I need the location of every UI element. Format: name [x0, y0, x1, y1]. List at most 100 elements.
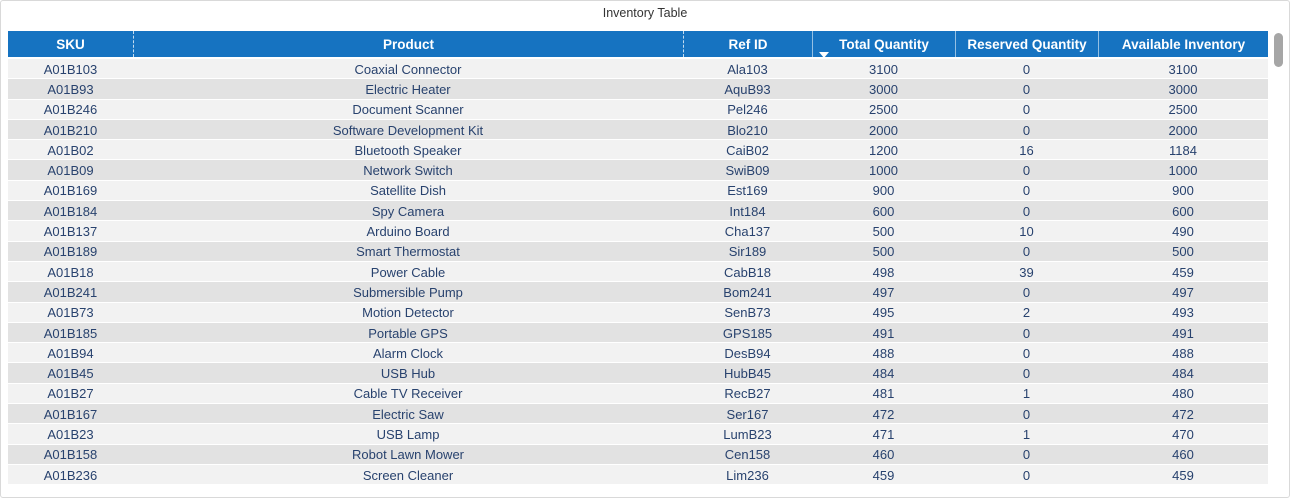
- table-row[interactable]: A01B27 Cable TV Receiver RecB27 481 1 480: [8, 383, 1268, 405]
- cell-reserved-quantity: 16: [1019, 142, 1034, 158]
- column-header-label: Product: [382, 36, 434, 52]
- table-row[interactable]: A01B189 Smart Thermostat Sir189 500 0 500: [8, 241, 1268, 262]
- cell-sku: A01B210: [43, 122, 98, 138]
- cell-available-inventory: 491: [1172, 325, 1194, 341]
- cell-total-quantity: 460: [872, 447, 895, 463]
- table-row[interactable]: A01B45 USB Hub HubB45 484 0 484: [8, 363, 1268, 384]
- cell-ref-id: Cha137: [724, 224, 771, 240]
- table-row[interactable]: A01B236 Screen Cleaner Lim236 459 0 459: [8, 464, 1268, 486]
- cell-product: USB Hub: [380, 366, 436, 382]
- cell-reserved-quantity: 0: [1022, 345, 1031, 361]
- vertical-scrollbar-thumb[interactable]: [1274, 33, 1283, 67]
- table-row[interactable]: A01B09 Network Switch SwiB09 1000 0 1000: [8, 160, 1268, 181]
- cell-available-inventory: 2500: [1168, 102, 1198, 118]
- cell-available-inventory: 484: [1172, 366, 1194, 382]
- cell-product: Electric Saw: [372, 406, 444, 422]
- cell-sku: A01B185: [43, 325, 98, 341]
- cell-sku: A01B09: [47, 163, 94, 179]
- cell-ref-id: GPS185: [722, 325, 773, 341]
- table-row[interactable]: A01B158 Robot Lawn Mower Cen158 460 0 460: [8, 444, 1268, 465]
- table-row[interactable]: A01B169 Satellite Dish Est169 900 0 900: [8, 180, 1268, 202]
- column-header-ref-id[interactable]: Ref ID: [683, 31, 812, 57]
- cell-reserved-quantity: 1: [1022, 386, 1031, 402]
- cell-ref-id: Ser167: [726, 406, 769, 422]
- cell-available-inventory: 497: [1172, 284, 1194, 300]
- cell-total-quantity: 481: [872, 386, 895, 402]
- cell-available-inventory: 900: [1172, 183, 1194, 199]
- cell-product: Satellite Dish: [370, 183, 446, 199]
- cell-product: Motion Detector: [362, 305, 454, 321]
- cell-product: Network Switch: [363, 163, 453, 179]
- cell-product: Smart Thermostat: [356, 244, 460, 260]
- cell-sku: A01B23: [47, 426, 94, 442]
- table-row[interactable]: A01B93 Electric Heater AquB93 3000 0 3000: [8, 79, 1268, 100]
- cell-total-quantity: 1200: [869, 142, 898, 158]
- cell-product: Power Cable: [370, 264, 446, 280]
- sort-descending-icon: [819, 52, 829, 58]
- cell-sku: A01B103: [43, 61, 98, 77]
- cell-sku: A01B184: [43, 203, 98, 219]
- cell-product: Robot Lawn Mower: [352, 447, 464, 463]
- table-row[interactable]: A01B94 Alarm Clock DesB94 488 0 488: [8, 343, 1268, 364]
- cell-available-inventory: 470: [1172, 426, 1194, 442]
- cell-total-quantity: 600: [872, 203, 895, 219]
- cell-total-quantity: 472: [872, 406, 895, 422]
- cell-product: Arduino Board: [366, 224, 450, 240]
- cell-reserved-quantity: 0: [1022, 102, 1031, 118]
- cell-ref-id: Pel246: [727, 102, 768, 118]
- cell-available-inventory: 1000: [1168, 163, 1198, 179]
- column-header-product[interactable]: Product: [133, 31, 683, 57]
- cell-product: Bluetooth Speaker: [354, 142, 462, 158]
- cell-total-quantity: 2000: [869, 122, 898, 138]
- column-header-label: SKU: [56, 36, 85, 52]
- cell-product: Portable GPS: [368, 325, 448, 341]
- cell-reserved-quantity: 0: [1022, 284, 1031, 300]
- cell-sku: A01B241: [43, 284, 98, 300]
- column-header-total-quantity[interactable]: Total Quantity: [812, 31, 955, 58]
- table-row[interactable]: A01B02 Bluetooth Speaker CaiB02 1200 16 1184: [8, 140, 1268, 161]
- table-row[interactable]: A01B185 Portable GPS GPS185 491 0 491: [8, 322, 1268, 344]
- cell-total-quantity: 491: [872, 325, 895, 341]
- cell-product: Alarm Clock: [372, 345, 444, 361]
- cell-sku: A01B189: [43, 244, 98, 260]
- cell-available-inventory: 493: [1172, 305, 1194, 321]
- cell-available-inventory: 3000: [1168, 81, 1198, 97]
- cell-total-quantity: 3000: [869, 81, 898, 97]
- vertical-scrollbar-track[interactable]: [1274, 31, 1283, 489]
- cell-ref-id: Blo210: [727, 122, 768, 138]
- cell-product: Document Scanner: [352, 102, 464, 118]
- cell-ref-id: SwiB09: [725, 163, 770, 179]
- cell-total-quantity: 471: [872, 426, 895, 442]
- cell-ref-id: Int184: [729, 203, 766, 219]
- table-row[interactable]: A01B18 Power Cable CabB18 498 39 459: [8, 261, 1268, 283]
- table-row[interactable]: A01B23 USB Lamp LumB23 471 1 470: [8, 424, 1268, 445]
- cell-total-quantity: 1000: [869, 163, 898, 179]
- cell-sku: A01B18: [47, 264, 94, 280]
- table-row[interactable]: A01B103 Coaxial Connector Ala103 3100 0 3100: [8, 59, 1268, 80]
- cell-sku: A01B169: [43, 183, 98, 199]
- cell-ref-id: Bom241: [723, 284, 772, 300]
- cell-product: Spy Camera: [371, 203, 445, 219]
- cell-reserved-quantity: 0: [1022, 447, 1031, 463]
- column-header-sku[interactable]: SKU: [8, 31, 133, 57]
- cell-ref-id: Lim236: [726, 467, 769, 483]
- cell-sku: A01B02: [47, 142, 94, 158]
- column-header-reserved-quantity[interactable]: Reserved Quantity: [955, 31, 1098, 57]
- cell-available-inventory: 1184: [1169, 142, 1197, 158]
- cell-ref-id: Est169: [727, 183, 768, 199]
- cell-available-inventory: 472: [1172, 406, 1194, 422]
- table-row[interactable]: A01B241 Submersible Pump Bom241 497 0 497: [8, 282, 1268, 303]
- table-body: A01B103 Coaxial Connector Ala103 3100 0 3100 A…: [8, 59, 1268, 486]
- cell-reserved-quantity: 0: [1022, 183, 1031, 199]
- table-row[interactable]: A01B73 Motion Detector SenB73 495 2 493: [8, 302, 1268, 323]
- table-row[interactable]: A01B167 Electric Saw Ser167 472 0 472: [8, 404, 1268, 425]
- column-header-available-inventory[interactable]: Available Inventory: [1098, 31, 1268, 57]
- cell-reserved-quantity: 0: [1022, 203, 1031, 219]
- table-header-row: SKU Product Ref ID Total Quantity Reserved Q…: [8, 31, 1268, 58]
- cell-reserved-quantity: 0: [1022, 406, 1031, 422]
- table-row[interactable]: A01B246 Document Scanner Pel246 2500 0 2500: [8, 99, 1268, 120]
- table-row[interactable]: A01B210 Software Development Kit Blo210 200…: [8, 119, 1268, 141]
- cell-ref-id: Cen158: [724, 447, 771, 463]
- table-row[interactable]: A01B137 Arduino Board Cha137 500 10 490: [8, 221, 1268, 242]
- table-row[interactable]: A01B184 Spy Camera Int184 600 0 600: [8, 201, 1268, 222]
